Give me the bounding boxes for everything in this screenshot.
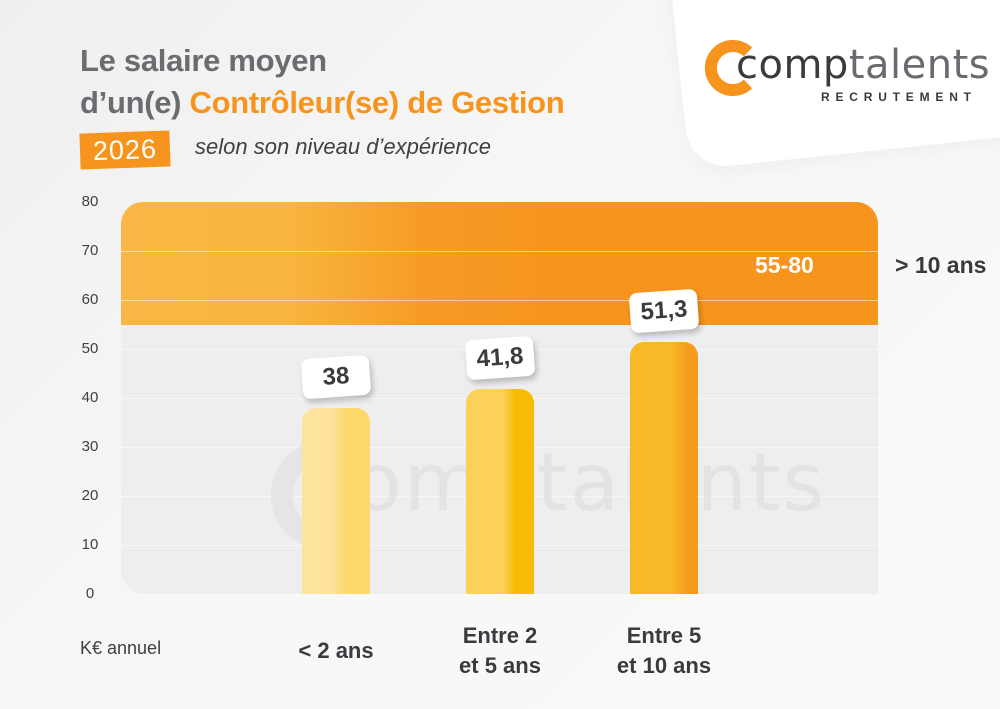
- x-label-2-to-5-years: Entre 2 et 5 ans: [459, 623, 541, 678]
- y-tick-20: 20: [81, 487, 99, 504]
- year-badge: 2026: [79, 130, 171, 170]
- band-category-label: > 10 ans: [895, 252, 987, 278]
- y-tick-50: 50: [81, 340, 99, 357]
- y-tick-80: 80: [81, 193, 99, 210]
- page-title: Le salaire moyen d’un(e) Contrôleur(se) …: [80, 40, 565, 124]
- value-label-under-2-years: 38: [300, 354, 372, 400]
- subtitle: selon son niveau d’expérience: [195, 134, 491, 159]
- logo-wordmark: comptalents: [736, 42, 991, 88]
- y-tick-30: 30: [81, 438, 99, 455]
- x-label-under-2-years: < 2 ans: [298, 638, 374, 663]
- y-tick-40: 40: [81, 389, 99, 406]
- title-line-1: Le salaire moyen: [80, 43, 327, 78]
- y-tick-70: 70: [81, 242, 99, 259]
- y-axis-unit-label: K€ annuel: [80, 638, 162, 658]
- band-value-label: 55-80: [755, 252, 814, 278]
- x-label-5-to-10-years: Entre 5 et 10 ans: [616, 623, 712, 678]
- c-ring-logo-icon: [704, 40, 753, 96]
- watermark-text: comptalents: [307, 436, 827, 529]
- title-prefix: d’un(e): [80, 85, 190, 120]
- y-tick-10: 10: [81, 536, 99, 553]
- comptalents-logo: comptalents RECRUTEMENT: [704, 40, 990, 110]
- range-band-over-10-years: [121, 202, 878, 325]
- logo-tagline: RECRUTEMENT: [821, 90, 977, 104]
- bar-under-2-years: [302, 408, 370, 594]
- job-title: Contrôleur(se) de Gestion: [189, 85, 565, 120]
- y-tick-60: 60: [81, 291, 99, 308]
- bar-5-to-10-years: [630, 342, 698, 594]
- gridline-60: [121, 300, 878, 301]
- y-tick-0: 0: [85, 585, 95, 602]
- value-label-2-to-5-years: 41,8: [464, 335, 536, 381]
- bar-2-to-5-years: [466, 389, 534, 594]
- title-line-2: d’un(e) Contrôleur(se) de Gestion: [80, 82, 565, 124]
- gridline-70: [121, 251, 878, 252]
- value-label-5-to-10-years: 51,3: [628, 288, 700, 334]
